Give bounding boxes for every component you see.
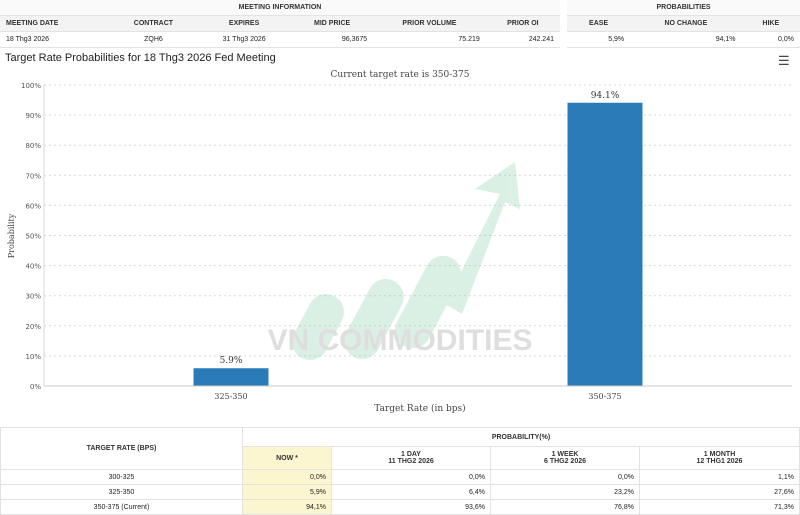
col-no-change: NO CHANGE bbox=[630, 15, 742, 32]
col-1-month: 1 MONTH 12 THG1 2026 bbox=[639, 446, 800, 470]
x-tick-label: 325-350 bbox=[214, 392, 247, 401]
col-1-week-date: 6 THG2 2026 bbox=[543, 458, 587, 465]
target-rate-header: TARGET RATE (BPS) bbox=[0, 427, 243, 470]
x-axis-label: Target Rate (in bps) bbox=[374, 403, 465, 414]
meeting-information-table: MEETING INFORMATION MEETING DATE CONTRAC… bbox=[0, 0, 560, 48]
y-axis-label: Probability bbox=[7, 213, 16, 258]
col-now: NOW * bbox=[242, 446, 332, 470]
watermark: VN COMMODITIES bbox=[267, 162, 533, 361]
col-contract: CONTRACT bbox=[109, 15, 198, 32]
meeting-date-value: 18 Thg3 2026 bbox=[0, 31, 110, 48]
ease-value: 5,9% bbox=[567, 31, 631, 48]
y-tick-label: 50% bbox=[25, 233, 41, 241]
probabilities-header: PROBABILITIES bbox=[567, 0, 800, 16]
row-1-day: 0,0% bbox=[331, 469, 491, 485]
col-mid-price: MID PRICE bbox=[291, 15, 374, 32]
y-tick-label: 30% bbox=[25, 293, 41, 301]
col-1-day-date: 11 THG2 2026 bbox=[388, 458, 434, 465]
row-rate: 300-325 bbox=[0, 469, 243, 485]
prior-oi-value: 242.241 bbox=[485, 31, 560, 48]
data-label: 94.1% bbox=[591, 91, 620, 101]
prior-volume-value: 75.219 bbox=[373, 31, 486, 48]
col-prior-volume: PRIOR VOLUME bbox=[373, 15, 486, 32]
y-tick-label: 90% bbox=[25, 112, 41, 120]
probability-header: PROBABILITY(%) bbox=[242, 427, 800, 447]
expires-value: 31 Thg3 2026 bbox=[197, 31, 292, 48]
contract-value: ZQH6 bbox=[109, 31, 198, 48]
y-tick-label: 60% bbox=[25, 202, 41, 210]
table-row: 325-350 5,9% 6,4% 23,2% 27,6% bbox=[0, 484, 800, 500]
y-tick-label: 0% bbox=[30, 383, 41, 391]
row-1-month: 1,1% bbox=[639, 469, 800, 485]
col-ease: EASE bbox=[567, 15, 631, 32]
row-1-day: 6,4% bbox=[331, 484, 491, 500]
col-1-month-date: 12 THG1 2026 bbox=[696, 458, 743, 465]
col-1-week-label: 1 WEEK bbox=[551, 451, 579, 458]
row-1-month: 71,3% bbox=[639, 499, 800, 515]
chart-subtitle: Current target rate is 350-375 bbox=[331, 70, 470, 80]
col-1-day-label: 1 DAY bbox=[401, 451, 421, 458]
probability-bar-chart: Current target rate is 350-375 0% 10% 20% 3… bbox=[7, 70, 792, 414]
y-tick-label: 10% bbox=[25, 353, 41, 361]
data-label: 5.9% bbox=[220, 356, 243, 366]
bars: 5.9% 94.1% bbox=[193, 91, 643, 386]
y-axis-ticks: 0% 10% 20% 30% 40% 50% 60% 70% 80% 90% 100% bbox=[21, 82, 41, 391]
row-1-week: 23,2% bbox=[490, 484, 640, 500]
y-tick-label: 20% bbox=[25, 323, 41, 331]
col-hike: HIKE bbox=[741, 15, 800, 32]
table-row: 350-375 (Current) 94,1% 93,6% 76,8% 71,3… bbox=[0, 499, 800, 515]
meeting-summary: MEETING INFORMATION MEETING DATE CONTRAC… bbox=[0, 0, 800, 48]
row-1-day: 93,6% bbox=[331, 499, 491, 515]
row-rate: 325-350 bbox=[0, 484, 243, 500]
row-rate: 350-375 (Current) bbox=[0, 499, 243, 515]
row-now: 94,1% bbox=[242, 499, 332, 515]
col-meeting-date: MEETING DATE bbox=[0, 15, 110, 32]
row-1-month: 27,6% bbox=[639, 484, 800, 500]
y-tick-label: 80% bbox=[25, 142, 41, 150]
meeting-information-header: MEETING INFORMATION bbox=[0, 0, 560, 16]
hamburger-menu-icon[interactable]: ☰ bbox=[778, 53, 790, 68]
x-axis-ticks: 325-350 350-375 bbox=[214, 392, 621, 401]
y-tick-label: 70% bbox=[25, 172, 41, 180]
col-prior-oi: PRIOR OI bbox=[485, 15, 560, 32]
col-1-month-label: 1 MONTH bbox=[703, 451, 736, 458]
row-now: 0,0% bbox=[242, 469, 332, 485]
table-row: 300-325 0,0% 0,0% 0,0% 1,1% bbox=[0, 469, 800, 485]
y-tick-label: 40% bbox=[25, 263, 41, 271]
row-1-week: 76,8% bbox=[490, 499, 640, 515]
target-rate-table: TARGET RATE (BPS) PROBABILITY(%) NOW * 1… bbox=[0, 427, 800, 515]
probabilities-table: PROBABILITIES EASE NO CHANGE HIKE 5,9% 9… bbox=[567, 0, 800, 48]
no-change-value: 94,1% bbox=[630, 31, 742, 48]
mid-price-value: 96,3675 bbox=[291, 31, 374, 48]
watermark-text: VN COMMODITIES bbox=[267, 324, 532, 357]
row-now: 5,9% bbox=[242, 484, 332, 500]
bar[interactable] bbox=[193, 368, 269, 386]
bar[interactable] bbox=[567, 102, 643, 386]
hike-value: 0,0% bbox=[741, 31, 800, 48]
col-1-week: 1 WEEK 6 THG2 2026 bbox=[490, 446, 640, 470]
row-1-week: 0,0% bbox=[490, 469, 640, 485]
y-tick-label: 100% bbox=[21, 82, 41, 90]
chart-title: Target Rate Probabilities for 18 Thg3 20… bbox=[5, 52, 276, 64]
x-tick-label: 350-375 bbox=[588, 392, 621, 401]
col-1-day: 1 DAY 11 THG2 2026 bbox=[331, 446, 491, 470]
col-expires: EXPIRES bbox=[197, 15, 292, 32]
chart-gridlines bbox=[43, 84, 792, 386]
